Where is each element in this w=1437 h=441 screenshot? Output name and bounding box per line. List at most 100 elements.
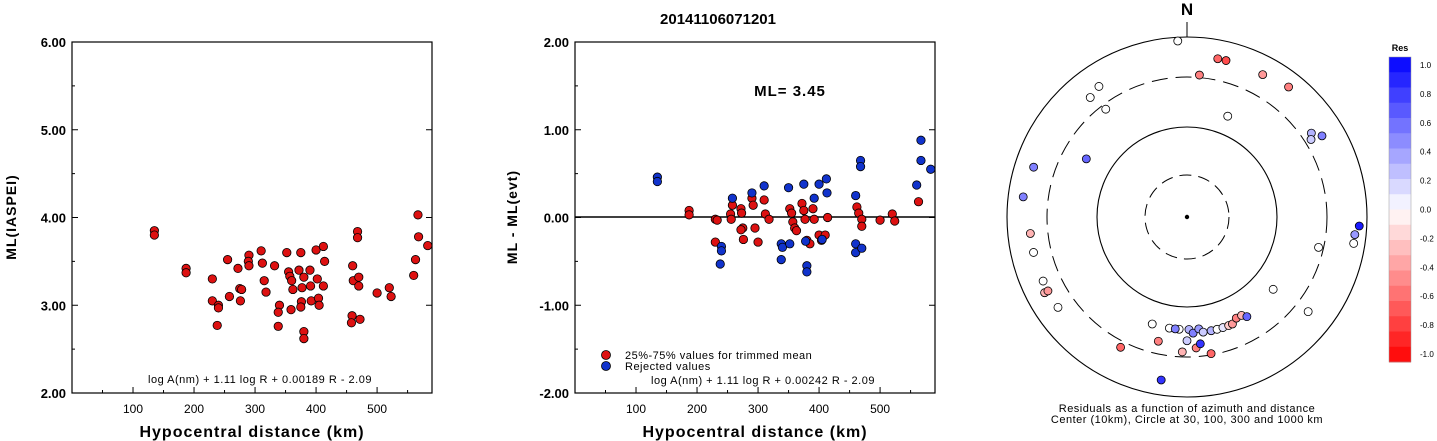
ml-y-axis-label: ML(IASPEI) [3,174,19,259]
colorbar-cell [1389,118,1411,134]
ml-x-axis: 100 200 300 400 500 [102,387,409,416]
rejected-point [716,246,727,256]
colorbar-tick-label: 0.6 [1420,119,1432,128]
page-title: 20141106071201 [660,11,776,28]
trimmed-point [736,225,746,235]
ml-data-point [282,248,292,258]
residual-formula: log A(nm) + 1.11 log R + 0.00242 R - 2.0… [651,375,875,387]
residual-y-tick-label: -2.00 [539,386,569,401]
residual-panel: 100 200 300 400 500 -2.00 -1.00 0.00 1.00 2.00 M… [504,35,936,441]
ml-data-point [244,261,254,271]
colorbar-title: Res [1392,43,1409,53]
ml-data-point [305,265,315,275]
station-point [1213,54,1223,64]
trimmed-point [809,214,819,224]
rejected-point [747,188,757,198]
ml-data-point [237,284,247,295]
colorbar-tick-label: 0.4 [1420,148,1432,157]
station-point [1147,319,1157,329]
legend-trimmed-marker [601,350,611,360]
trimmed-point [764,214,774,224]
colorbar-tick-label: -1.0 [1420,350,1434,359]
ml-x-tick-label: 400 [306,402,326,416]
ml-data-point [181,268,191,278]
station-point [1182,336,1192,346]
ml-data-point [257,258,267,268]
station-point [1043,286,1053,296]
ml-data-point [296,248,306,258]
residual-x-tick-label: 200 [687,402,707,416]
trimmed-point [791,226,802,236]
trimmed-point [857,221,867,231]
trimmed-point [750,223,760,233]
rejected-point [652,176,662,187]
station-point [1116,342,1126,352]
ml-data-point [320,256,330,266]
colorbar-cell [1389,331,1411,348]
residual-y-tick-label: 0.00 [544,211,569,226]
colorbar-tick-label: -0.2 [1420,234,1434,243]
azimuth-panel: N Residuals as a function of azimuth and… [1006,0,1368,426]
station-point [1349,238,1359,248]
station-point [1018,192,1028,202]
station-point [1350,230,1360,240]
rejected-point [912,180,922,190]
ml-data-point [207,296,217,306]
ml-x-tick-label: 300 [245,402,265,416]
colorbar-cell [1389,285,1411,302]
ml-panel: 100 200 300 400 500 2.00 3.00 4.00 5.00 6.00 Hyp… [3,35,433,441]
ring-1000km [1006,36,1368,398]
ml-data-point [273,307,283,317]
residual-x-axis: 100 200 300 400 500 [605,387,912,416]
trimmed-point [748,200,758,210]
station-point [1085,93,1095,102]
colorbar-cell [1389,163,1411,180]
station-point [1195,70,1204,80]
ml-data-point [348,261,358,271]
ml-data-point [224,291,235,302]
residual-x-tick-label: 400 [809,402,829,416]
ml-data-point [296,302,306,312]
ml-y-tick-label: 6.00 [41,35,66,50]
rejected-point [822,188,832,198]
legend-rejected-marker [601,361,611,371]
residual-x-tick-label: 100 [626,402,646,416]
residual-y-tick-label: 1.00 [544,123,569,138]
station-point [1177,347,1187,357]
colorbar-tick-label: 0.0 [1420,206,1432,215]
ml-event-annotation: ML= 3.45 [754,83,826,100]
trimmed-point [710,237,720,247]
ring-300km [1046,76,1328,358]
ml-data-point [299,333,309,344]
ml-data-point [261,287,271,297]
colorbar-cells [1388,56,1412,363]
colorbar-cell [1389,194,1411,210]
trimmed-point [890,216,900,226]
station-point [1284,82,1293,92]
ml-y-axis: 2.00 3.00 4.00 5.00 6.00 [41,35,432,401]
colorbar-cell [1389,87,1411,104]
colorbar-cell [1389,209,1411,226]
rejected-point [817,234,827,245]
colorbar-cell [1389,148,1411,165]
station-point [1081,154,1091,164]
ml-data-point [222,255,233,265]
rejected-point [855,162,866,172]
residual-y-axis: -2.00 -1.00 0.00 1.00 2.00 [539,35,935,401]
ml-data-point [256,246,266,256]
ml-data-point [149,230,159,240]
trimmed-point [753,237,763,247]
residual-y-tick-label: 2.00 [544,35,569,50]
colorbar-cell [1389,102,1411,119]
colorbar-cell [1389,72,1411,88]
station-point [1268,284,1278,294]
residual-legend: 25%-75% values for trimmed mean Rejected… [601,350,812,373]
station-point [1156,375,1166,385]
rejected-point [821,174,831,184]
trimmed-point [684,210,694,220]
colorbar-cell [1389,57,1411,73]
ml-data-point [299,272,309,282]
ml-data-point [346,318,357,328]
rejected-point [799,179,809,189]
rejected-point [814,179,824,189]
